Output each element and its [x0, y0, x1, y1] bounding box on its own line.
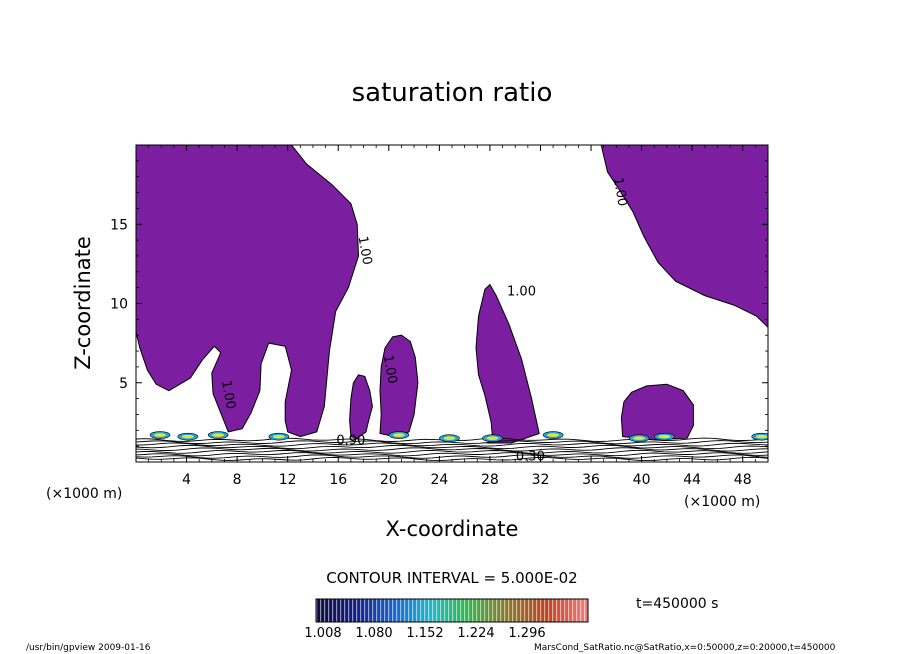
- surface-contour-line: [136, 452, 768, 457]
- region-right-small: [620, 383, 694, 441]
- surface-blob-core: [154, 433, 167, 437]
- x-tick-label: 20: [380, 472, 398, 488]
- x-tick-label: 44: [683, 472, 701, 488]
- x-tick-label: 36: [582, 472, 600, 488]
- contour-label: 0.30: [516, 449, 545, 464]
- x-tick-label: 4: [182, 472, 191, 488]
- surface-contour-line: [136, 442, 768, 447]
- contour-label: 1.00: [610, 176, 630, 207]
- x-tick-label: 8: [233, 472, 242, 488]
- time-label: t=450000 s: [636, 596, 718, 612]
- surface-blob-core: [755, 434, 768, 439]
- filled-regions: [136, 145, 768, 444]
- region-left: [136, 145, 360, 438]
- surface-contour-line: [136, 444, 768, 450]
- colorbar-tick-label: 1.152: [406, 626, 443, 641]
- surface-blob-core: [443, 436, 456, 441]
- footer-right: MarsCond_SatRatio.nc@SatRatio,x=0:50000,…: [534, 643, 836, 653]
- contour-labels: 1.00 1.00 1.00 1.00 1.00 0.90 0.30: [218, 176, 630, 464]
- colorbar-frame: [315, 598, 589, 623]
- y-tick-label: 15: [110, 217, 128, 233]
- x-axis-label: X-coordinate: [386, 517, 519, 541]
- x-tick-label: 32: [532, 472, 550, 488]
- colorbar-stripes: [316, 599, 588, 622]
- contour-label: 0.90: [336, 434, 365, 449]
- y-tick-label: 10: [110, 297, 128, 313]
- colorbar-tick-label: 1.224: [457, 626, 494, 641]
- x-tick-label: 16: [329, 472, 347, 488]
- surface-blob-core: [392, 433, 405, 437]
- footer-left: /usr/bin/gpview 2009-01-16: [26, 643, 151, 653]
- contour-interval: CONTOUR INTERVAL = 5.000E-02: [326, 569, 577, 587]
- contour-label: 1.00: [507, 285, 536, 300]
- x-unit-left: (×1000 m): [46, 486, 122, 502]
- contour-label: 1.00: [218, 379, 238, 410]
- colorbar-tick-label: 1.008: [304, 626, 341, 641]
- surface-blob-core: [547, 433, 560, 437]
- surface-blob-core: [486, 436, 499, 441]
- surface-blob-core: [633, 436, 646, 441]
- surface-contour-line: [136, 454, 768, 459]
- surface-blob-core: [658, 434, 671, 439]
- surface-blob-core: [181, 434, 194, 439]
- region-center-small: [349, 374, 373, 439]
- surface-contour-line: [136, 447, 768, 452]
- colorbar-ticks: 1.008 1.080 1.152 1.224 1.296: [304, 626, 545, 641]
- surface-contour-line: [136, 449, 768, 454]
- surface-contours: [136, 431, 768, 462]
- colorbar-tick-label: 1.296: [508, 626, 545, 641]
- y-tick-label: 5: [119, 376, 128, 392]
- contour-label: 1.00: [355, 235, 375, 266]
- chart-title: saturation ratio: [352, 78, 553, 108]
- x-tick-label: 12: [279, 472, 297, 488]
- region-right: [600, 145, 768, 328]
- x-tick-label: 48: [734, 472, 752, 488]
- region-center: [379, 334, 419, 438]
- x-tick-label: 40: [633, 472, 651, 488]
- surface-contour-line: [136, 440, 768, 445]
- colorbar-tick-label: 1.080: [355, 626, 392, 641]
- y-axis-label: Z-coordinate: [71, 236, 95, 370]
- surface-blob-core: [272, 434, 285, 439]
- surface-blob-core: [212, 433, 225, 437]
- contour-label: 1.00: [380, 354, 400, 385]
- x-unit-right: (×1000 m): [684, 494, 760, 510]
- x-tick-label: 28: [481, 472, 499, 488]
- x-tick-label: 24: [430, 472, 448, 488]
- region-mid-right: [475, 283, 540, 444]
